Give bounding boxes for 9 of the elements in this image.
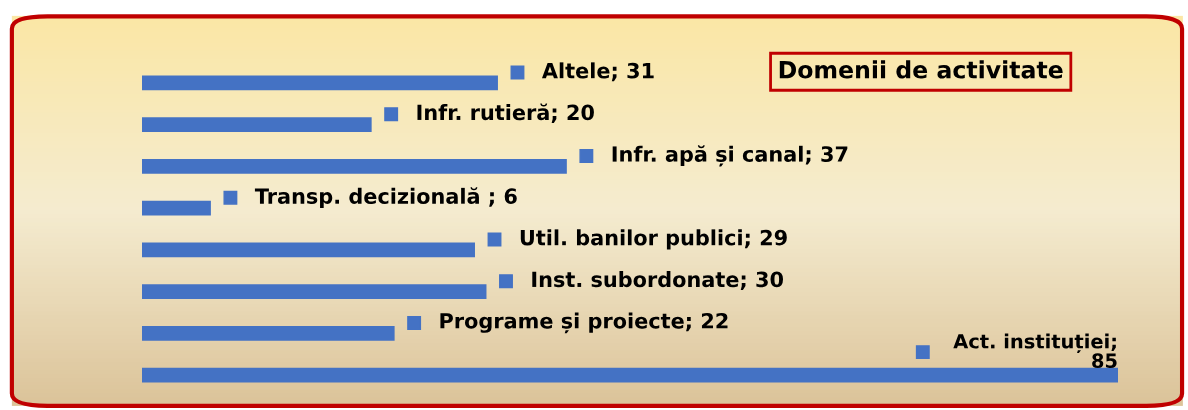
data-label: Infr. apă și canal; 37	[612, 145, 848, 167]
data-label: Util. banilor publici; 29	[520, 229, 787, 250]
data-label: Inst. subordonate; 30	[532, 271, 784, 290]
data-label: Infr. rutieră; 20	[417, 103, 594, 123]
data-label: Transp. decizională ; 6	[254, 187, 517, 209]
chart-title: Domenii de activitate	[779, 60, 1063, 79]
data-label: Programe și proiecte; 22	[440, 312, 728, 334]
data-label: Act. instituției; 85	[953, 333, 1117, 369]
data-label: Altele; 31	[541, 62, 654, 82]
